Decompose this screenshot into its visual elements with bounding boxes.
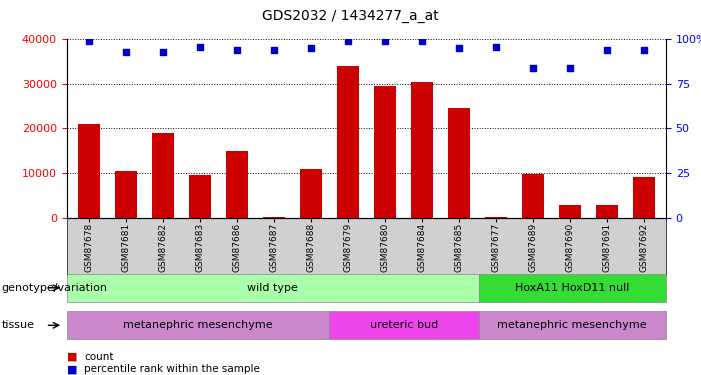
Text: count: count <box>84 352 114 362</box>
Bar <box>411 82 433 218</box>
Text: metanephric mesenchyme: metanephric mesenchyme <box>498 320 647 330</box>
Point <box>638 47 649 53</box>
Bar <box>559 205 581 218</box>
Point <box>379 38 390 44</box>
Text: percentile rank within the sample: percentile rank within the sample <box>84 364 260 374</box>
Bar <box>522 174 544 217</box>
Point <box>194 44 205 50</box>
Bar <box>226 151 248 217</box>
Point <box>120 49 131 55</box>
Text: wild type: wild type <box>247 283 298 293</box>
Bar <box>632 177 655 218</box>
Point <box>268 47 280 53</box>
Point <box>453 45 464 51</box>
Text: ■: ■ <box>67 352 77 362</box>
Bar <box>78 124 100 218</box>
Bar <box>336 66 359 218</box>
Text: GDS2032 / 1434277_a_at: GDS2032 / 1434277_a_at <box>262 9 439 23</box>
Point <box>564 65 576 71</box>
Bar <box>115 171 137 217</box>
Bar <box>448 108 470 217</box>
Point <box>490 44 501 50</box>
Text: HoxA11 HoxD11 null: HoxA11 HoxD11 null <box>515 283 629 293</box>
Text: ureteric bud: ureteric bud <box>369 320 438 330</box>
Bar <box>374 86 396 218</box>
Point <box>157 49 168 55</box>
Bar <box>300 168 322 217</box>
Point <box>527 65 538 71</box>
Text: tissue: tissue <box>1 320 34 330</box>
Text: ■: ■ <box>67 364 77 374</box>
Point <box>342 38 353 44</box>
Point <box>416 38 428 44</box>
Bar <box>596 206 618 218</box>
Point <box>601 47 613 53</box>
Text: metanephric mesenchyme: metanephric mesenchyme <box>123 320 273 330</box>
Bar <box>189 175 211 217</box>
Text: genotype/variation: genotype/variation <box>1 283 107 293</box>
Point <box>305 45 316 51</box>
Point <box>83 38 95 44</box>
Point <box>231 47 243 53</box>
Bar <box>151 133 174 218</box>
